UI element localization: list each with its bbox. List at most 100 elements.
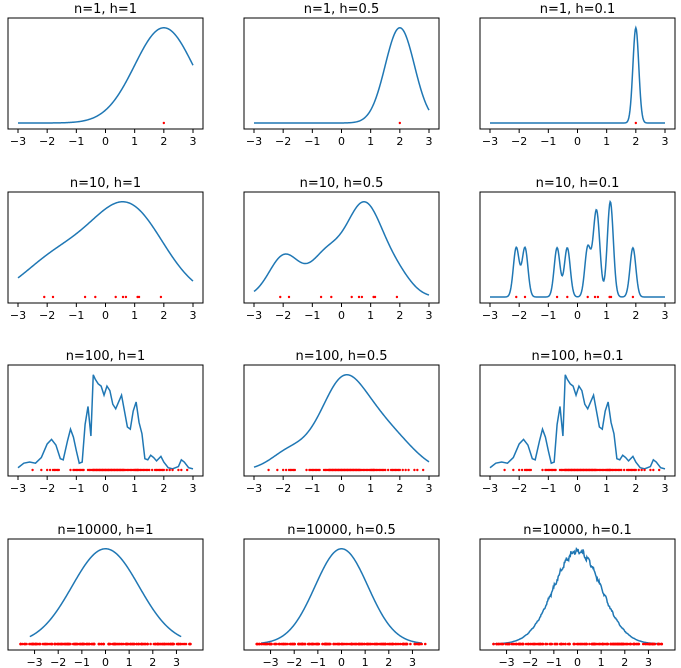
sample-point (520, 468, 524, 472)
sample-point (284, 468, 288, 472)
subplot-2: n=1, h=0.5 −3 −2 −1 0 1 2 3 (243, 2, 440, 148)
x-tick-label: 3 (645, 656, 652, 668)
sample-point (634, 121, 638, 125)
sample-point (360, 295, 364, 299)
sample-point (634, 468, 638, 472)
sample-point (416, 468, 419, 472)
sample-point (593, 295, 597, 299)
sample-point (533, 642, 537, 646)
sample-point (629, 642, 632, 646)
sample-point (164, 642, 168, 646)
sample-point (155, 642, 159, 646)
sample-point (62, 642, 65, 646)
sample-point (278, 642, 282, 646)
sample-point (323, 642, 327, 646)
x-tick-label: −2 (286, 656, 302, 668)
sample-point (149, 642, 152, 646)
x-tick-label: −3 (10, 135, 26, 148)
sample-point (38, 642, 42, 646)
x-tick-label: 1 (603, 135, 610, 148)
sample-point (57, 468, 61, 472)
x-tick-label: −3 (498, 656, 514, 668)
x-tick-label: −1 (540, 135, 556, 148)
x-tick-label: 2 (632, 482, 639, 495)
x-tick-label: 3 (662, 482, 669, 495)
sample-point (109, 642, 112, 646)
sample-point (44, 642, 48, 646)
x-tick-label: −2 (39, 135, 55, 148)
subplot-11: n=10000, h=0.5 −3 −2 −1 0 1 2 3 (243, 523, 440, 668)
subplot-6: n=10, h=0.1 −3 −2 −1 0 1 2 3 (479, 176, 676, 322)
sample-point (622, 642, 626, 646)
sample-point (549, 642, 552, 646)
sample-point (657, 642, 660, 646)
sample-point (188, 642, 191, 646)
sample-point (388, 642, 391, 646)
sample-point (180, 468, 183, 472)
sample-point (282, 642, 285, 646)
sample-point (261, 642, 265, 646)
sample-point (276, 468, 279, 472)
sample-point (369, 642, 372, 646)
subplot-title: n=1, h=0.1 (540, 2, 615, 17)
subplot-1: n=1, h=1 −3 −2 −1 0 1 2 3 (7, 2, 204, 148)
subplot-title: n=10000, h=1 (57, 523, 153, 538)
x-tick-label: 0 (102, 135, 109, 148)
x-tick-label: −1 (68, 309, 84, 322)
x-tick-label: 1 (131, 482, 138, 495)
x-tick-label: −1 (74, 656, 90, 668)
sample-point (315, 642, 318, 646)
x-tick-label: 0 (102, 656, 109, 668)
sample-point (341, 642, 345, 646)
sample-point (318, 468, 321, 472)
sample-point (35, 642, 39, 646)
sample-point (145, 642, 149, 646)
sample-point (413, 468, 416, 472)
x-tick-label: 1 (603, 309, 610, 322)
sample-point (652, 468, 655, 472)
sample-point (515, 295, 518, 299)
sample-point (305, 468, 308, 472)
sample-point (163, 642, 166, 646)
sample-point (345, 642, 349, 646)
sample-point (544, 642, 547, 646)
sample-point (524, 642, 528, 646)
sample-point (537, 642, 541, 646)
sample-point (162, 121, 166, 125)
subplot-title: n=10, h=0.1 (536, 176, 620, 191)
sample-point (631, 295, 635, 299)
x-tick-label: −3 (482, 135, 498, 148)
x-tick-label: 3 (662, 135, 669, 148)
sample-point (382, 642, 386, 646)
axes-frame (7, 17, 204, 130)
sample-point (407, 468, 410, 472)
axes-frame (243, 17, 440, 130)
sample-point (92, 642, 96, 646)
sample-point (394, 642, 398, 646)
sample-point (162, 468, 166, 472)
x-tick-label: 2 (160, 309, 167, 322)
sample-point (82, 642, 85, 646)
sample-points (19, 642, 192, 646)
kde-curve (254, 27, 430, 124)
sample-point (649, 468, 652, 472)
x-tick-label: −2 (275, 135, 291, 148)
sample-point (501, 642, 505, 646)
kde-curve (490, 199, 665, 298)
x-tick-label: 1 (131, 135, 138, 148)
sample-point (257, 642, 261, 646)
sample-point (603, 642, 606, 646)
sample-point (334, 642, 338, 646)
sample-point (255, 642, 259, 646)
sample-point (586, 295, 589, 299)
kde-curve (17, 201, 194, 282)
sample-points (267, 468, 425, 472)
sample-point (311, 642, 314, 646)
sample-point (404, 642, 408, 646)
x-tick-label: 3 (662, 309, 669, 322)
sample-point (169, 642, 173, 646)
sample-point (579, 642, 582, 646)
subplot-4: n=10, h=1 −3 −2 −1 0 1 2 3 (7, 176, 204, 322)
sample-point (159, 295, 163, 299)
sample-point (499, 642, 503, 646)
